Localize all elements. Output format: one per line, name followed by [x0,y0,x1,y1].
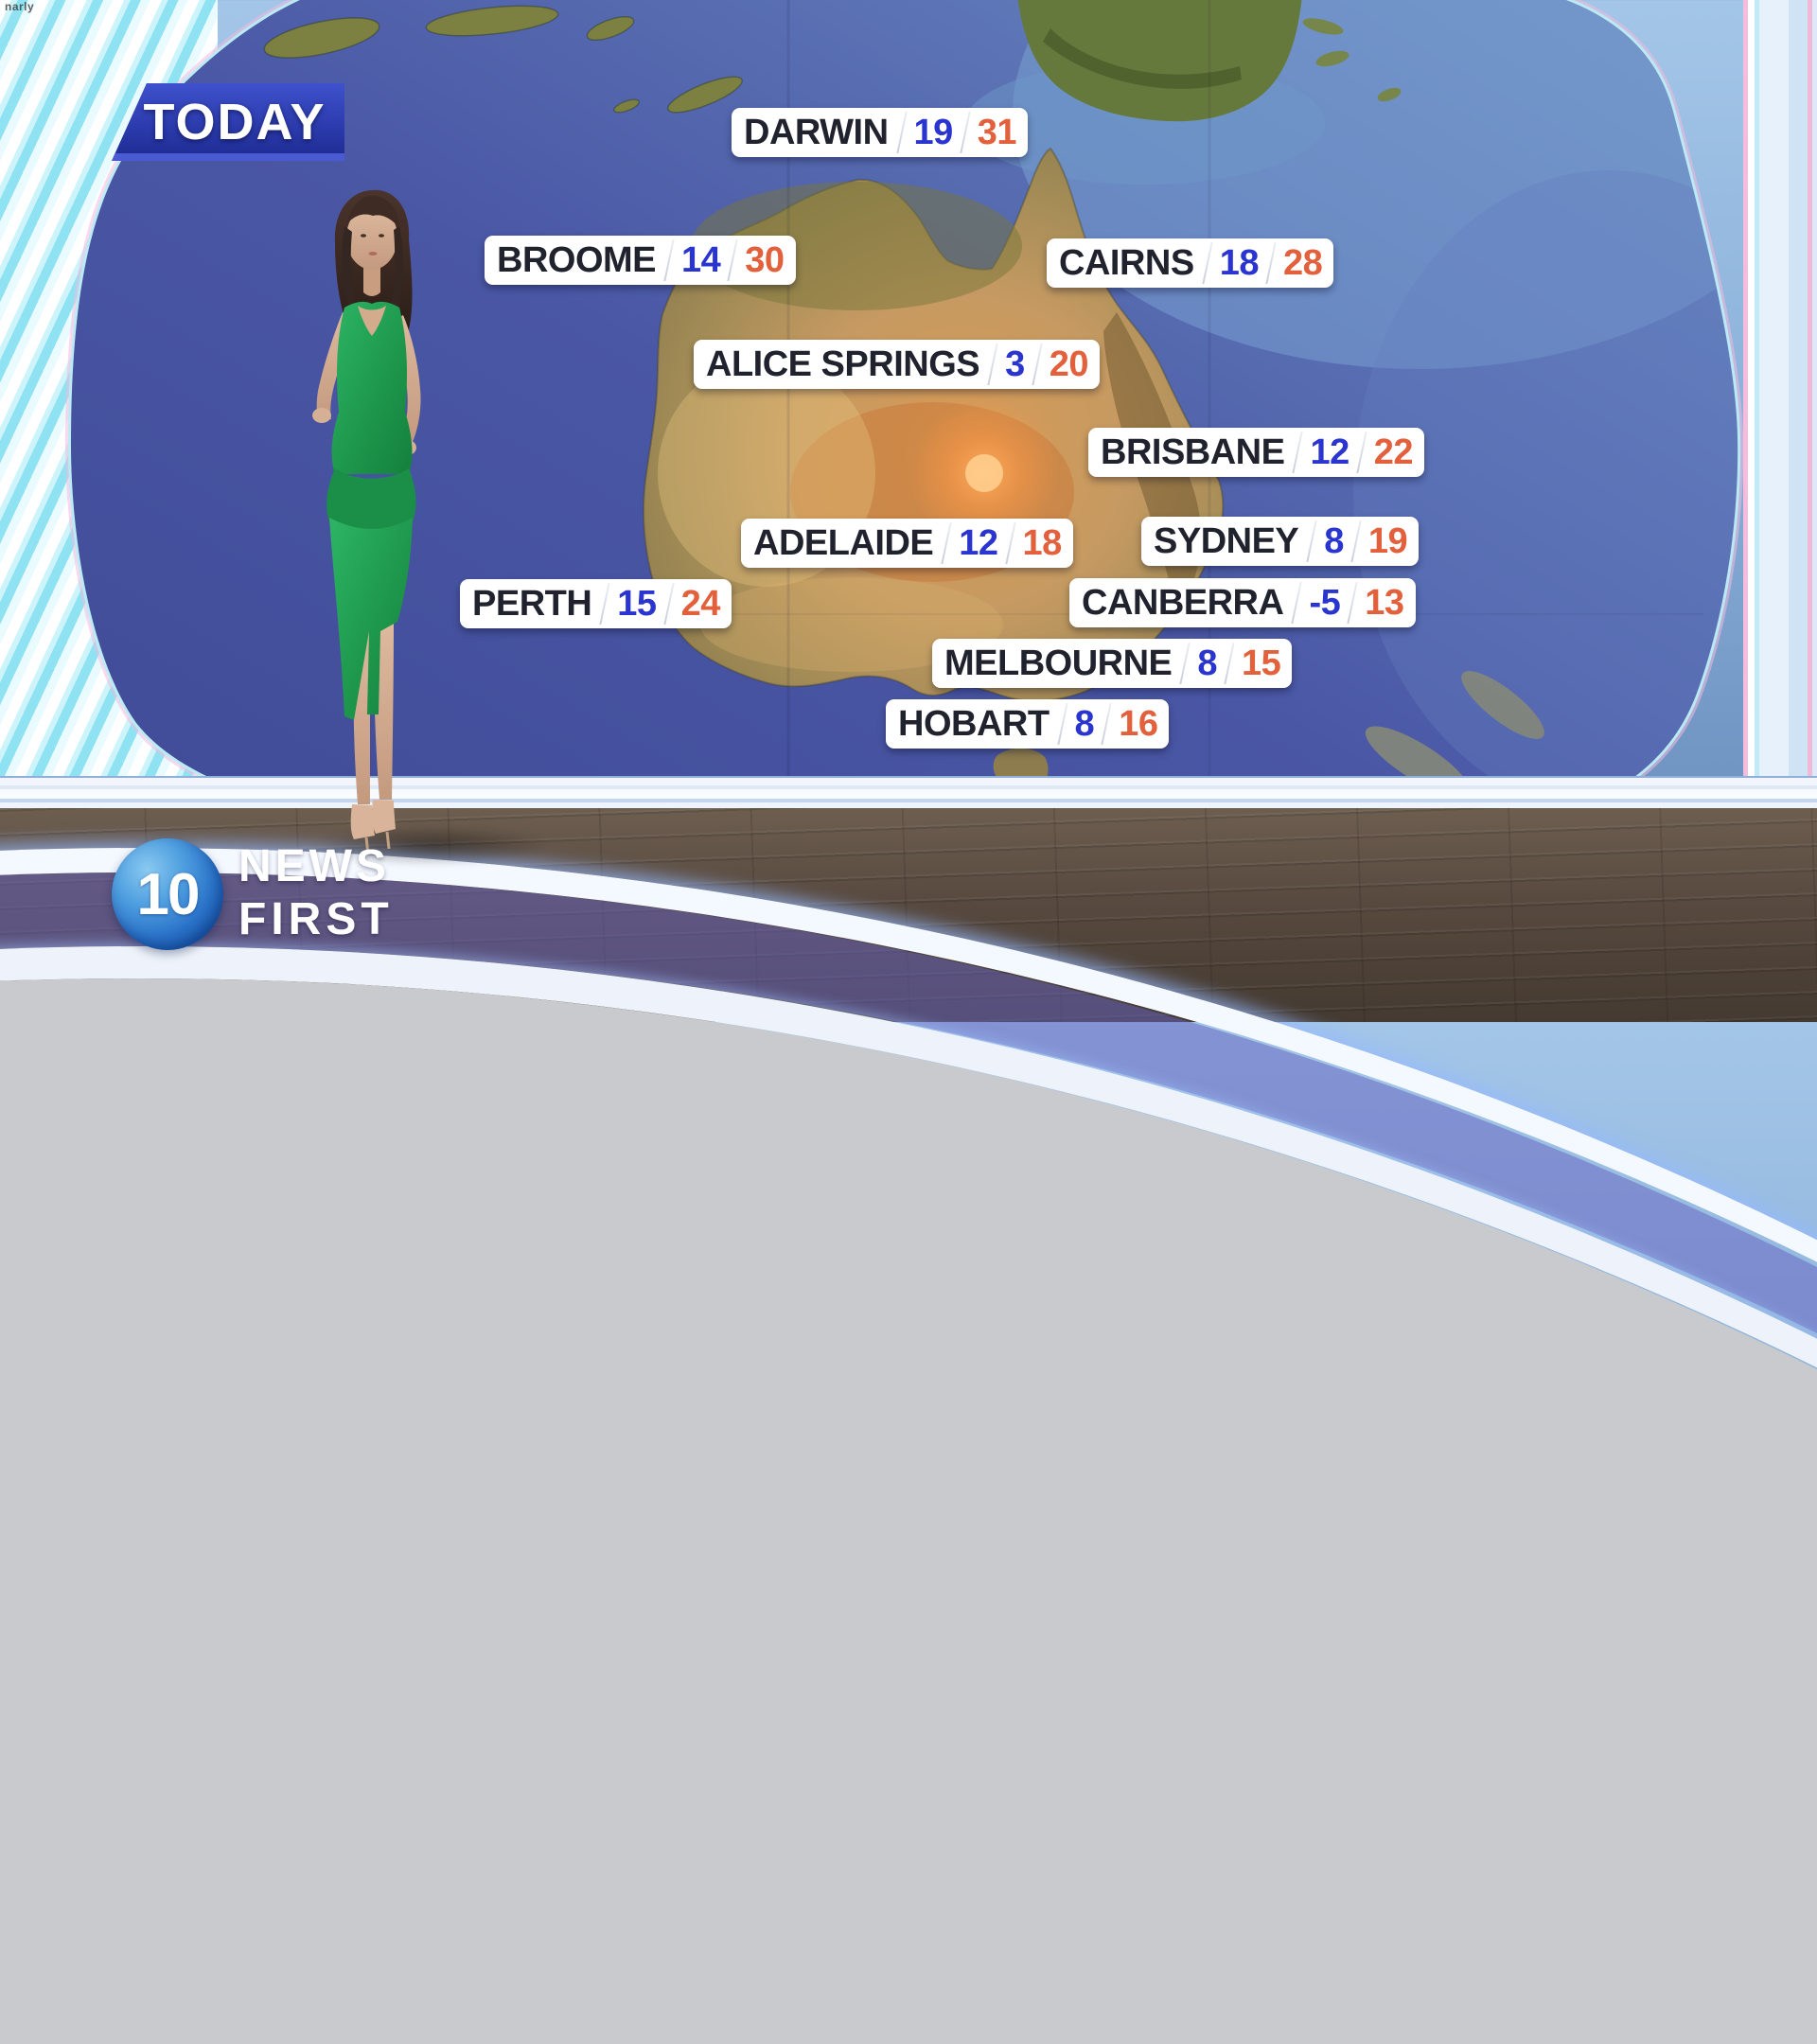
max-temp: 13 [1365,582,1404,623]
neck [363,264,380,296]
left-shoe [372,800,396,834]
min-temp: 19 [913,112,954,152]
brand-first: FIRST [238,894,394,944]
city-temp-hobart: HOBART 8 16 [886,699,1170,749]
studio-pillar [1743,0,1817,795]
city-name: HOBART [898,703,1050,744]
city-name: BRISBANE [1101,432,1285,472]
city-name: CAIRNS [1059,242,1194,283]
city-temp-alice-springs: ALICE SPRINGS 3 20 [694,340,1101,389]
max-temp: 24 [680,583,721,624]
min-temp: 12 [1310,432,1350,472]
city-name: ADELAIDE [753,522,934,563]
southern-plain [700,577,1003,672]
left-heel [385,831,391,850]
max-temp: 30 [745,239,785,280]
city-name: SYDNEY [1154,520,1299,561]
baseboard [0,776,1817,810]
watermark-text: narly [5,0,35,13]
city-temp-melbourne: MELBOURNE 8 15 [932,639,1293,688]
min-temp: 8 [1074,703,1095,744]
max-temp: 15 [1242,643,1281,683]
right-eye [361,234,366,238]
ten-news-first-logo: 10 NEWS FIRST [106,833,579,965]
min-temp: 18 [1219,242,1260,283]
weather-presenter [312,189,421,855]
city-temp-cairns: CAIRNS 18 28 [1047,238,1334,288]
city-temp-broome: BROOME 14 30 [485,236,796,285]
min-temp: 3 [1005,344,1025,384]
map-glow-core [965,454,1003,492]
min-temp: 15 [617,583,657,624]
max-temp: 20 [1049,344,1089,384]
right-heel [364,837,370,855]
papua-new-guinea [1017,0,1402,122]
city-temp-canberra: CANBERRA -5 13 [1069,578,1416,627]
min-temp: 8 [1324,520,1344,561]
city-temp-sydney: SYDNEY 8 19 [1141,517,1420,566]
face [346,205,397,270]
channel-number: 10 [136,861,201,927]
min-temp: 14 [681,239,721,280]
channel-10-icon: 10 [112,838,223,950]
dress-peplum [326,468,416,533]
city-name: ALICE SPRINGS [706,344,980,384]
hair-right [390,226,404,313]
left-eye [379,234,384,238]
indonesia-islands [263,5,743,114]
city-temp-adelaide: ADELAIDE 12 18 [741,519,1073,568]
max-temp: 16 [1119,703,1158,744]
today-label: TODAY [143,94,326,150]
hair-left [342,226,356,306]
right-hand [312,408,331,423]
city-temp-brisbane: BRISBANE 12 22 [1088,428,1425,477]
brand-news: NEWS [238,841,390,891]
dress-skirt [329,518,413,720]
lips [368,252,378,256]
city-name: PERTH [472,583,592,624]
city-name: BROOME [497,239,657,280]
dress-bodice [331,301,413,474]
city-name: MELBOURNE [944,643,1173,683]
hair-fringe [346,195,399,228]
city-name: CANBERRA [1082,582,1284,623]
min-temp: 8 [1197,643,1218,683]
v-neckline [358,306,386,336]
max-temp: 19 [1367,520,1408,561]
today-banner: TODAY [112,83,344,161]
right-shoe [350,804,375,839]
max-temp: 28 [1282,242,1323,283]
max-temp: 22 [1373,432,1414,472]
max-temp: 18 [1022,522,1063,563]
max-temp: 31 [977,112,1017,152]
city-name: DARWIN [744,112,889,152]
city-temp-perth: PERTH 15 24 [460,579,732,628]
min-temp: 12 [959,522,998,563]
city-temp-darwin: DARWIN 19 31 [732,108,1029,157]
min-temp: -5 [1309,582,1341,623]
